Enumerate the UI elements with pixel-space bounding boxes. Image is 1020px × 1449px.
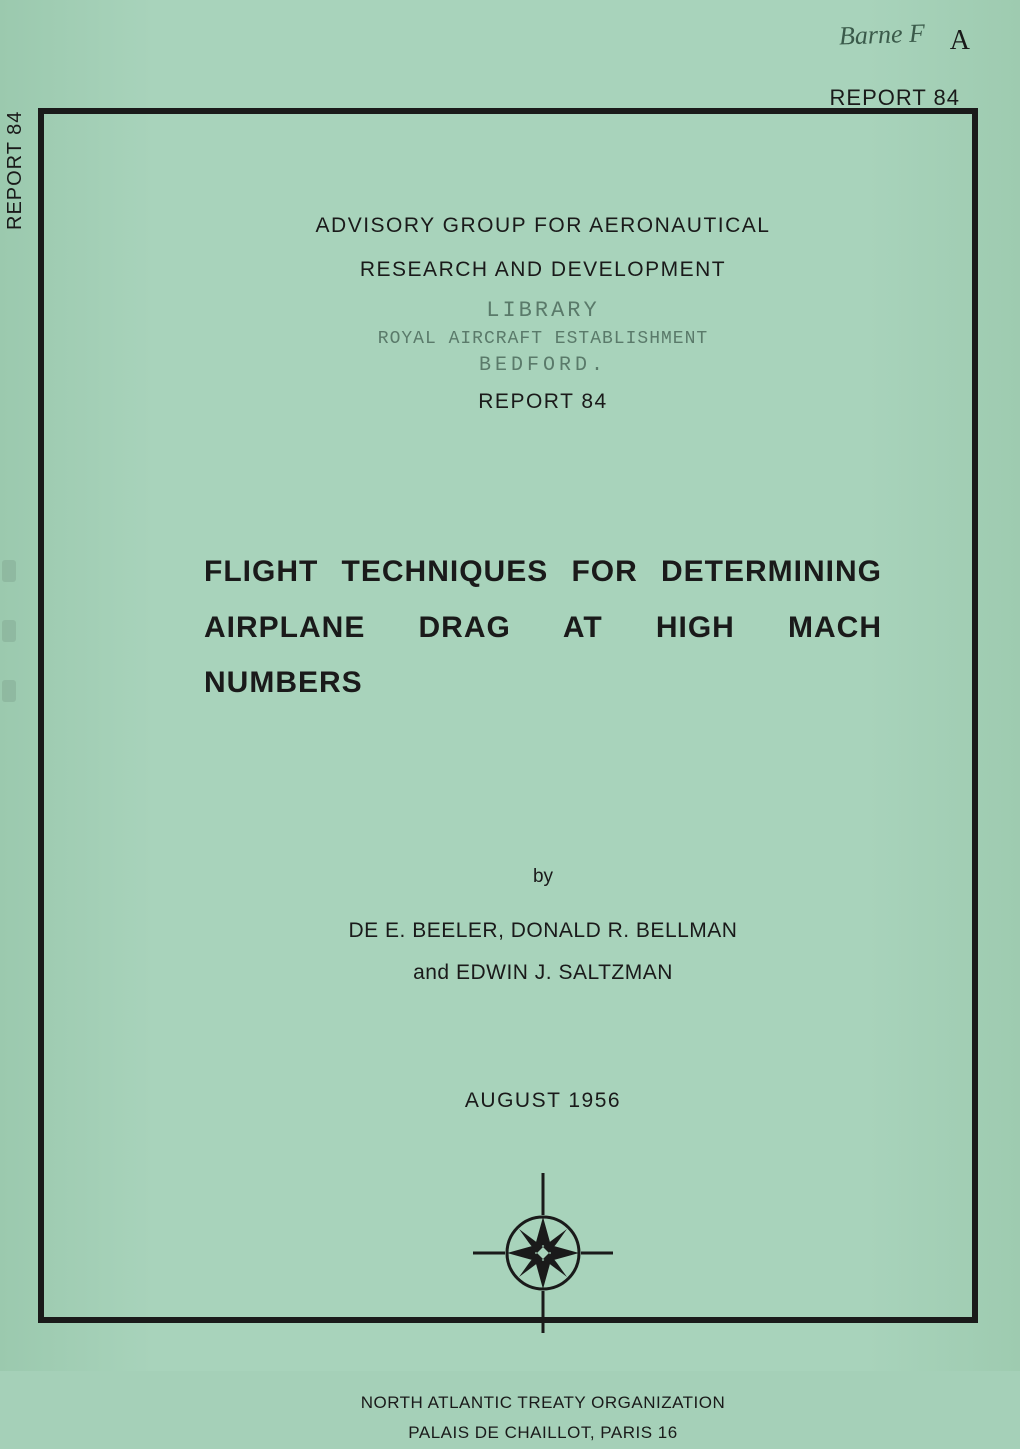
authors-line-2: and EDWIN J. SALTZMAN [184, 952, 902, 994]
report-number: REPORT 84 [184, 390, 902, 414]
publication-date: AUGUST 1956 [184, 1089, 902, 1113]
document-title: FLIGHT TECHNIQUES FOR DETERMINING AIRPLA… [204, 544, 882, 711]
content-frame: ADVISORY GROUP FOR AERONAUTICAL RESEARCH… [38, 108, 978, 1323]
byline-by: by [184, 866, 902, 888]
handwritten-annotation: Barne F [839, 19, 926, 52]
binding-holes [2, 560, 20, 740]
nato-compass-icon [473, 1173, 613, 1333]
stamp-line-3: BEDFORD. [184, 352, 902, 380]
organization-name: ADVISORY GROUP FOR AERONAUTICAL RESEARCH… [184, 204, 902, 292]
publisher-block: NORTH ATLANTIC TREATY ORGANIZATION PALAI… [184, 1388, 902, 1449]
org-line-2: RESEARCH AND DEVELOPMENT [184, 248, 902, 292]
content-area: ADVISORY GROUP FOR AERONAUTICAL RESEARCH… [44, 114, 972, 1317]
stamp-line-1: LIBRARY [184, 296, 902, 327]
logo-container [184, 1173, 902, 1333]
library-stamp: LIBRARY ROYAL AIRCRAFT ESTABLISHMENT BED… [184, 296, 902, 380]
publisher-line-2: PALAIS DE CHAILLOT, PARIS 16 [184, 1418, 902, 1449]
org-line-1: ADVISORY GROUP FOR AERONAUTICAL [184, 204, 902, 248]
publisher-line-1: NORTH ATLANTIC TREATY ORGANIZATION [184, 1388, 902, 1419]
corner-letter: A [950, 25, 970, 57]
report-cover-page: Barne F A REPORT 84 REPORT 84 ADVISORY G… [0, 0, 1020, 1371]
authors-line-1: DE E. BEELER, DONALD R. BELLMAN [184, 910, 902, 952]
spine-report-number: REPORT 84 [4, 111, 27, 230]
stamp-line-2: ROYAL AIRCRAFT ESTABLISHMENT [184, 327, 902, 352]
authors: DE E. BEELER, DONALD R. BELLMAN and EDWI… [184, 910, 902, 994]
